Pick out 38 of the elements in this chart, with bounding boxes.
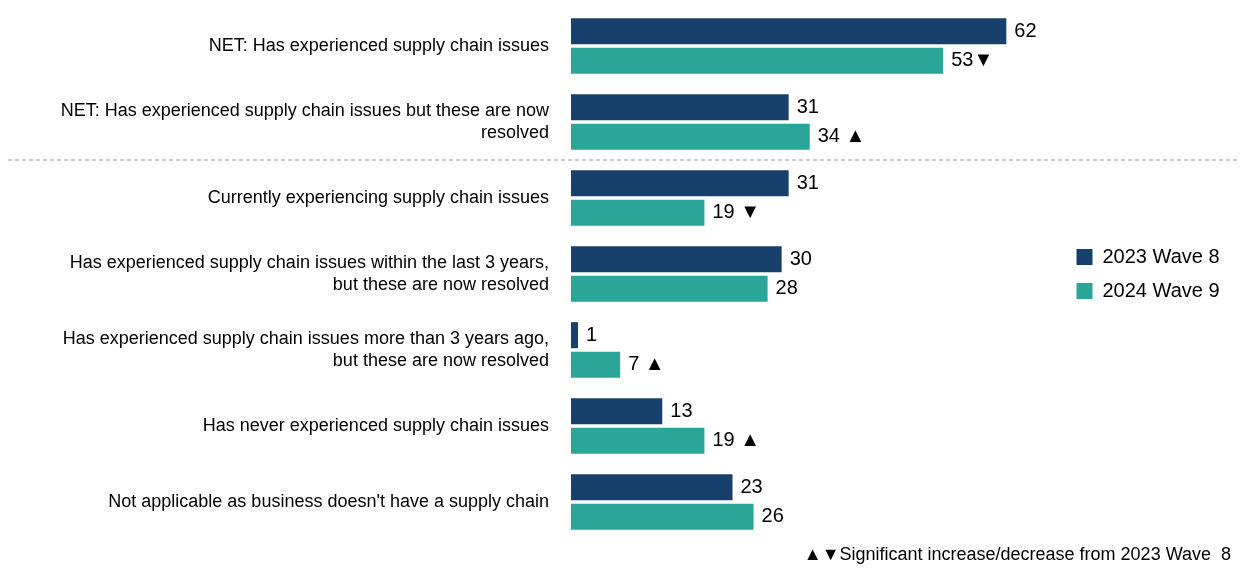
data-label: 26 bbox=[761, 504, 784, 527]
y-tick-label: Has experienced supply chain issues within the last 3 years, but these are now resolved bbox=[69, 251, 549, 294]
bar bbox=[571, 47, 944, 74]
y-tick-label: Currently experiencing supply chain issues bbox=[207, 186, 549, 207]
data-label: 31 bbox=[796, 170, 819, 193]
data-label: 23 bbox=[740, 474, 763, 497]
bar bbox=[571, 275, 768, 302]
y-tick-label: Has experienced supply chain issues more than 3 years ago, but these are now resolved bbox=[62, 327, 549, 370]
data-label: 53▼ bbox=[951, 48, 994, 71]
data-label: 1 bbox=[586, 322, 598, 345]
data-label: 19 ▼ bbox=[712, 200, 761, 223]
y-tick-label: NET: Has experienced supply chain issues bbox=[208, 34, 549, 55]
bar bbox=[571, 170, 789, 197]
y-tick-label: Not applicable as business doesn't have a supply chain bbox=[108, 490, 549, 511]
text: ▲▼Significant increase/decrease from 2023 Wave 8 bbox=[803, 543, 1231, 564]
bar bbox=[571, 427, 705, 454]
bar bbox=[571, 322, 579, 349]
bar bbox=[571, 398, 663, 425]
legend-label: 2024 Wave 9 bbox=[1102, 278, 1220, 301]
bar bbox=[571, 503, 754, 530]
legend-label: 2023 Wave 8 bbox=[1102, 244, 1220, 267]
y-tick-label: NET: Has experienced supply chain issues but these are now resolved bbox=[60, 99, 550, 142]
data-label: 31 bbox=[796, 94, 819, 117]
data-label: 34 ▲ bbox=[817, 124, 866, 147]
bar bbox=[571, 18, 1007, 45]
data-label: 13 bbox=[670, 398, 693, 421]
bar bbox=[571, 246, 782, 273]
data-label: 28 bbox=[775, 276, 798, 299]
y-tick-label: Has never experienced supply chain issues bbox=[202, 414, 549, 435]
data-label: 19 ▲ bbox=[712, 428, 761, 451]
data-label: 30 bbox=[789, 246, 812, 269]
bar bbox=[571, 199, 705, 226]
bar bbox=[571, 351, 621, 378]
bar bbox=[571, 123, 810, 150]
bar bbox=[571, 94, 789, 121]
data-label: 62 bbox=[1014, 18, 1037, 41]
data-label: 7 ▲ bbox=[628, 352, 665, 375]
bar bbox=[571, 474, 733, 501]
